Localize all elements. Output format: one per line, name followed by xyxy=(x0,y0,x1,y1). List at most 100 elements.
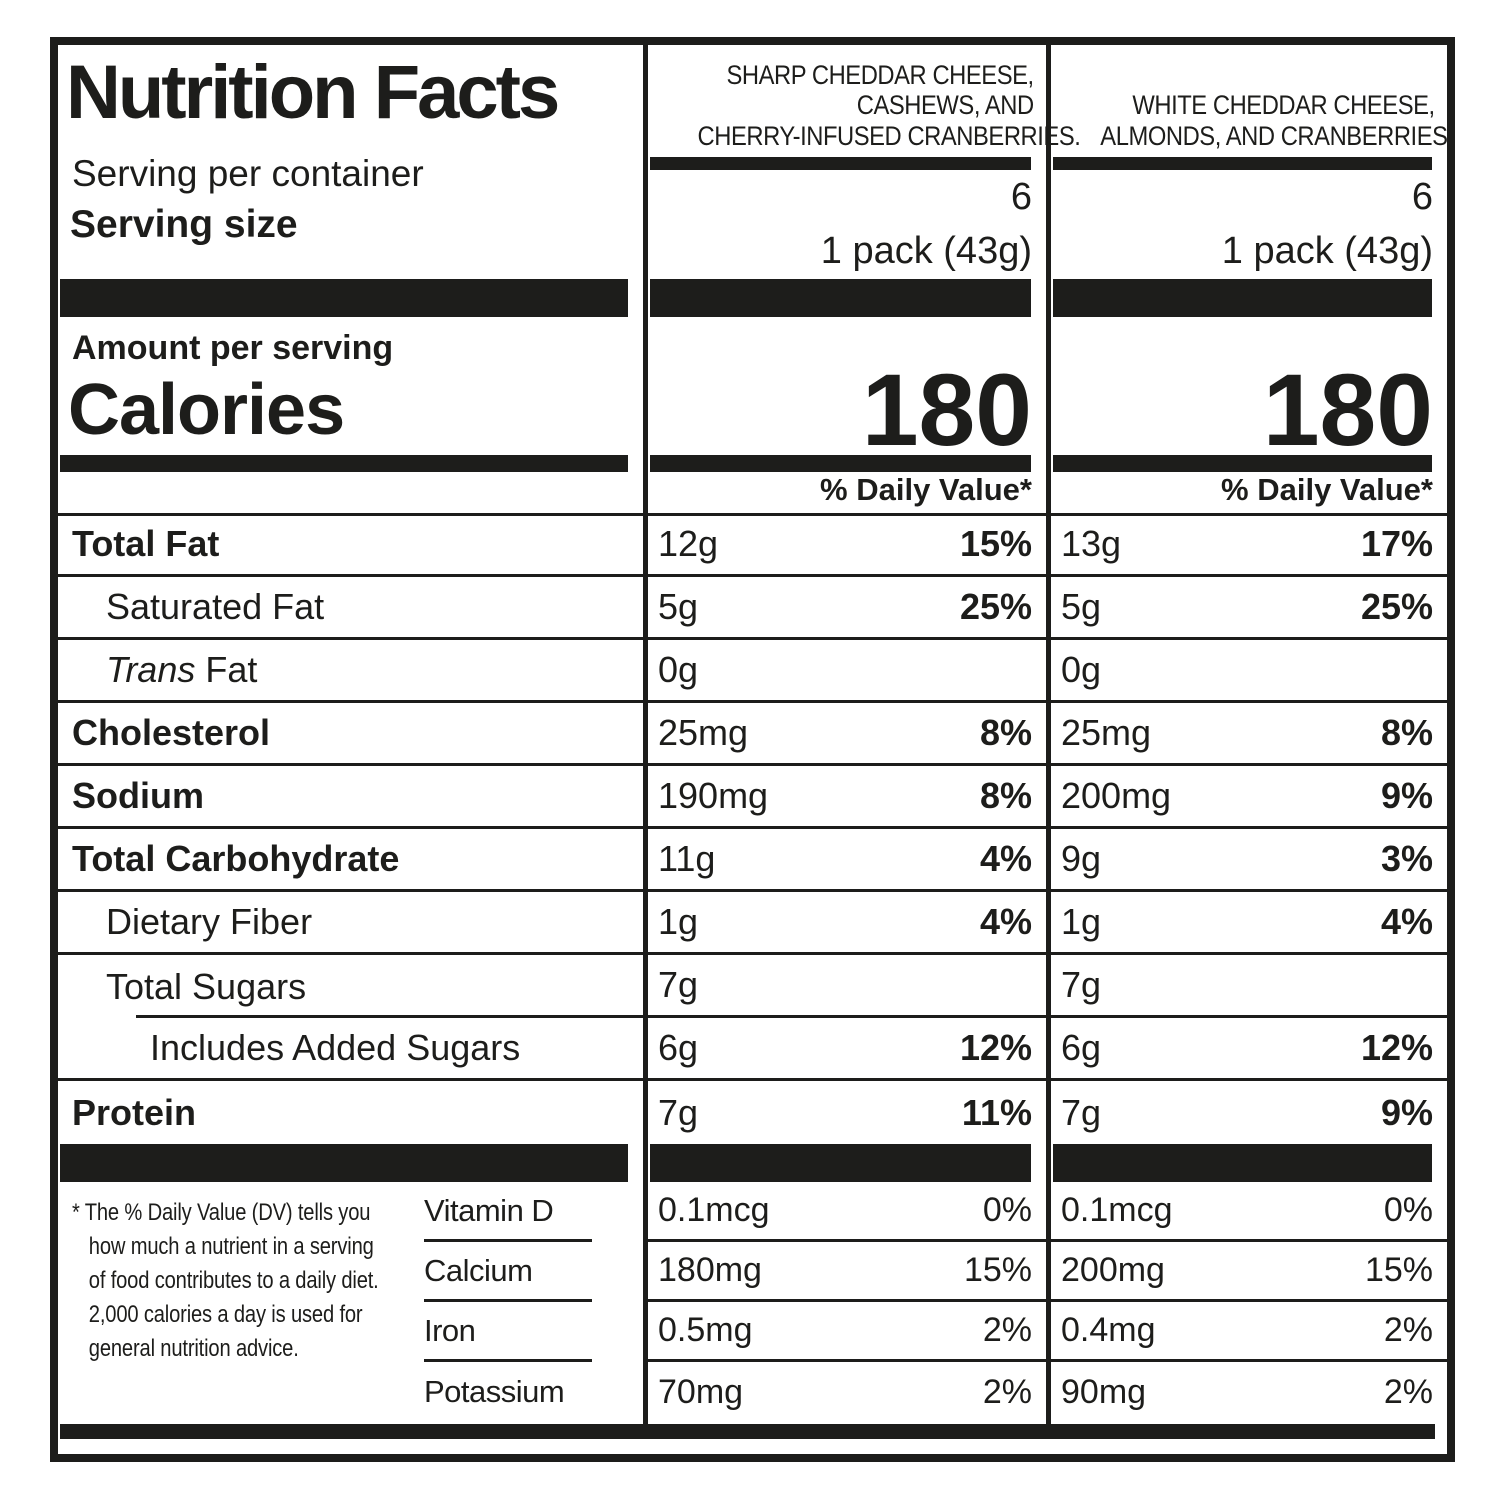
micronutrient-dv: 2% xyxy=(982,1372,1032,1411)
nutrient-dv: 8% xyxy=(1380,712,1433,753)
nutrient-amount: 5g xyxy=(1061,586,1102,627)
section-bar-row xyxy=(58,455,1447,472)
product-1-name-line: CASHEWS, AND xyxy=(856,90,1034,120)
calories-label: Calories xyxy=(68,370,345,450)
nutrient-amount: 9g xyxy=(1061,838,1102,879)
nutrient-label: Total Carbohydrate xyxy=(58,829,643,892)
nutrient-dv: 8% xyxy=(979,775,1032,816)
section-bar xyxy=(60,1144,628,1182)
micronutrient-amount: 0.5mg xyxy=(658,1311,753,1349)
nutrient-label: Total Fat xyxy=(58,514,643,577)
nutrient-dv: 4% xyxy=(979,901,1032,942)
product-2-serving-size-value: 1 pack (43g) xyxy=(1221,230,1433,272)
product-2-name-line: ALMONDS, AND CRANBERRIES. xyxy=(1100,120,1454,151)
product-1-values: 11g 4% xyxy=(643,829,1046,892)
header-separator-bar xyxy=(650,157,1031,170)
nutrient-dv: 9% xyxy=(1380,1091,1433,1133)
section-bar xyxy=(60,455,628,472)
nutrient-dv: 9% xyxy=(1380,775,1433,816)
nutrient-amount: 5g xyxy=(658,586,699,627)
product-1-values: 1g 4% xyxy=(643,892,1046,955)
product-1-name-line: CHERRY-INFUSED CRANBERRIES. xyxy=(697,120,1081,151)
nutrition-facts-panel: Nutrition Facts Serving per container Se… xyxy=(50,37,1455,1462)
nutrient-label: Total Sugars xyxy=(58,955,643,1018)
micronutrient-row: 70mg 2% xyxy=(648,1362,1046,1422)
product-2-values: 7g 9% xyxy=(1046,1081,1447,1144)
micronutrient-row: 0.5mg 2% xyxy=(648,1302,1046,1362)
micronutrient-dv: 0% xyxy=(982,1191,1032,1229)
product-1-servings-per-container-value: 6 xyxy=(1010,176,1032,218)
product-1-values: 0g xyxy=(643,640,1046,703)
servings-per-container-label: Serving per container xyxy=(72,153,424,194)
nutrient-row-trans-fat: Trans Fat 0g 0g xyxy=(58,640,1447,703)
product-2-values: 1g 4% xyxy=(1046,892,1447,955)
micronutrient-label: Vitamin D xyxy=(424,1182,592,1242)
section-bar xyxy=(650,1144,1031,1182)
nutrient-label: Dietary Fiber xyxy=(58,892,643,955)
nutrient-amount: 11g xyxy=(658,838,716,879)
nutrient-amount: 1g xyxy=(658,901,699,942)
micronutrient-amount: 0.1mcg xyxy=(658,1191,770,1229)
nutrition-facts-title: Nutrition Facts xyxy=(66,50,560,135)
product-2-values: 7g xyxy=(1046,955,1447,1018)
product-1-serving-size-value: 1 pack (43g) xyxy=(820,230,1032,272)
nutrient-dv: 25% xyxy=(959,586,1032,627)
nutrient-dv: 3% xyxy=(1380,838,1433,879)
micronutrient-row: 180mg 15% xyxy=(648,1242,1046,1302)
micronutrient-row: 0.1mcg 0% xyxy=(648,1182,1046,1242)
product-2-name-line: WHITE CHEDDAR CHEESE, xyxy=(1132,90,1435,120)
nutrient-amount: 6g xyxy=(1061,1027,1102,1068)
nutrient-row-protein: Protein 7g 11% 7g 9% xyxy=(58,1081,1447,1144)
nutrient-dv: 11% xyxy=(961,1091,1032,1133)
product-2-values: 13g 17% xyxy=(1046,514,1447,577)
micronutrient-label: Iron xyxy=(424,1302,592,1362)
nutrient-row-added-sugars: Includes Added Sugars 6g 12% 6g 12% xyxy=(58,1018,1447,1081)
micronutrient-dv: 15% xyxy=(1364,1251,1433,1289)
nutrient-label: Protein xyxy=(72,1091,197,1133)
section-bar xyxy=(1053,279,1432,317)
nutrient-row-dietary-fiber: Dietary Fiber 1g 4% 1g 4% xyxy=(58,892,1447,955)
product-2-values: 25mg 8% xyxy=(1046,703,1447,766)
micronutrient-dv: 2% xyxy=(1383,1311,1433,1349)
micronutrient-amount: 180mg xyxy=(658,1251,762,1289)
nutrient-row-cholesterol: Cholesterol 25mg 8% 25mg 8% xyxy=(58,703,1447,766)
section-bar xyxy=(650,455,1031,472)
nutrient-row-total-carbohydrate: Total Carbohydrate 11g 4% 9g 3% xyxy=(58,829,1447,892)
nutrient-label: Trans Fat xyxy=(58,640,643,703)
nutrient-amount: 13g xyxy=(1061,523,1122,564)
nutrient-dv: 8% xyxy=(979,712,1032,753)
micronutrient-labels: Vitamin D Calcium Iron Potassium xyxy=(424,1182,592,1424)
section-bar xyxy=(650,279,1031,317)
daily-value-header-spacer xyxy=(58,472,643,516)
nutrient-row-total-sugars: Total Sugars 7g 7g xyxy=(58,955,1447,1018)
nutrient-amount: 190mg xyxy=(658,775,769,816)
nutrient-amount: 200mg xyxy=(1061,775,1172,816)
nutrient-dv: 12% xyxy=(1360,1027,1433,1068)
product-2-micronutrients: 0.1mcg 0% 200mg 15% 0.4mg 2% 90mg 2% xyxy=(1046,1182,1447,1424)
micronutrient-label: Potassium xyxy=(424,1374,565,1409)
nutrient-label: Cholesterol xyxy=(58,703,643,766)
nutrient-row-saturated-fat: Saturated Fat 5g 25% 5g 25% xyxy=(58,577,1447,640)
nutrient-dv: 17% xyxy=(1360,523,1433,564)
micronutrient-amount: 200mg xyxy=(1061,1251,1165,1289)
nutrient-amount: 7g xyxy=(658,1091,699,1133)
micronutrient-dv: 2% xyxy=(982,1311,1032,1349)
micronutrient-amount: 70mg xyxy=(658,1372,744,1411)
product-2-values: 6g 12% xyxy=(1046,1018,1447,1081)
product-1-name: SHARP CHEDDAR CHEESE, CASHEWS, AND CHERR… xyxy=(696,45,1081,157)
nutrient-row-total-fat: Total Fat 12g 15% 13g 17% xyxy=(58,514,1447,577)
micronutrient-label: Calcium xyxy=(424,1242,592,1302)
nutrient-amount: 7g xyxy=(1061,1091,1102,1133)
nutrient-amount: 12g xyxy=(658,523,719,564)
product-2-values: 9g 3% xyxy=(1046,829,1447,892)
product-1-values: 190mg 8% xyxy=(643,766,1046,829)
nutrient-dv: 4% xyxy=(979,838,1032,879)
product-2-values: 200mg 9% xyxy=(1046,766,1447,829)
product-1-values: 6g 12% xyxy=(643,1018,1046,1081)
bottom-bar xyxy=(60,1424,1435,1439)
serving-size-label: Serving size xyxy=(70,203,298,246)
nutrient-dv: 15% xyxy=(959,523,1032,564)
product-1-values: 12g 15% xyxy=(643,514,1046,577)
nutrient-amount: 25mg xyxy=(658,712,749,753)
section-bar-row xyxy=(58,279,1447,317)
